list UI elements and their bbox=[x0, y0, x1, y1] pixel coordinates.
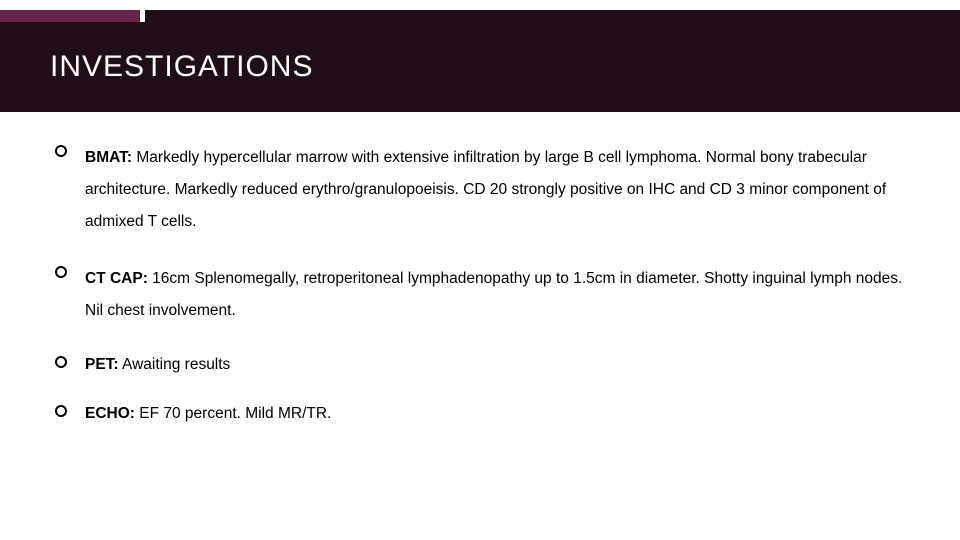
list-item: PET: Awaiting results bbox=[55, 353, 905, 376]
list-item: BMAT: Markedly hypercellular marrow with… bbox=[55, 142, 905, 237]
top-bar-accent-segment bbox=[0, 10, 140, 22]
bullet-text: EF 70 percent. Mild MR/TR. bbox=[135, 405, 331, 422]
top-accent-bar bbox=[0, 0, 960, 22]
bullet-icon bbox=[55, 145, 67, 157]
bullet-label: ECHO: bbox=[85, 405, 135, 422]
slide: INVESTIGATIONS BMAT: Markedly hypercellu… bbox=[0, 0, 960, 540]
content-area: BMAT: Markedly hypercellular marrow with… bbox=[0, 112, 960, 425]
bullet-text: 16cm Splenomegally, retroperitoneal lymp… bbox=[85, 270, 902, 319]
bullet-text: Markedly hypercellular marrow with exten… bbox=[85, 149, 886, 230]
bullet-icon bbox=[55, 405, 67, 417]
bullet-label: CT CAP: bbox=[85, 270, 148, 287]
top-bar-dark-segment bbox=[145, 10, 960, 22]
bullet-icon bbox=[55, 356, 67, 368]
page-title: INVESTIGATIONS bbox=[50, 50, 910, 84]
list-item: CT CAP: 16cm Splenomegally, retroperiton… bbox=[55, 263, 905, 327]
bullet-list: BMAT: Markedly hypercellular marrow with… bbox=[55, 142, 905, 425]
list-item: ECHO: EF 70 percent. Mild MR/TR. bbox=[55, 402, 905, 425]
bullet-label: PET: bbox=[85, 356, 119, 373]
bullet-text: Awaiting results bbox=[119, 356, 231, 373]
bullet-icon bbox=[55, 266, 67, 278]
header-band: INVESTIGATIONS bbox=[0, 22, 960, 112]
bullet-label: BMAT: bbox=[85, 149, 132, 166]
